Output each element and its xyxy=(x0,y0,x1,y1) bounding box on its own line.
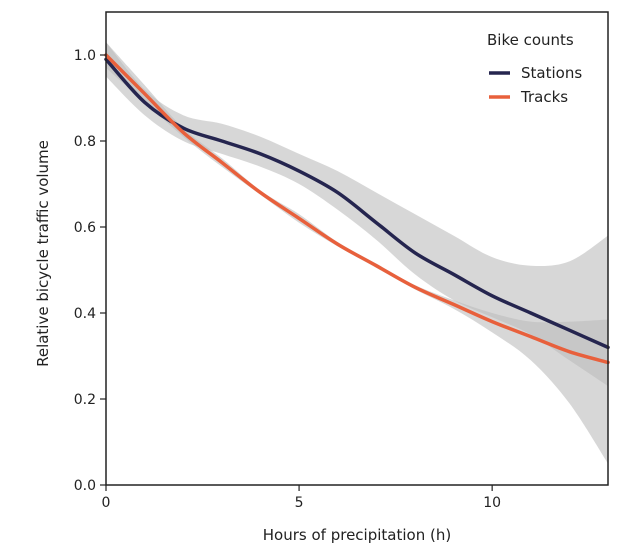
y-tick-label: 0.0 xyxy=(74,478,96,494)
x-tick-label: 0 xyxy=(102,495,111,511)
series-line-stations xyxy=(104,57,610,350)
y-tick-label: 0.2 xyxy=(74,392,96,408)
x-axis-ticks: 0 5 10 xyxy=(102,485,501,511)
y-tick-label: 0.6 xyxy=(74,220,96,236)
confidence-bands xyxy=(106,42,608,464)
y-tick-label: 0.8 xyxy=(74,134,96,150)
series-lines xyxy=(104,53,610,365)
legend-title: Bike counts xyxy=(487,31,574,49)
y-tick-label: 0.4 xyxy=(74,306,96,322)
legend-label-tracks: Tracks xyxy=(520,88,568,106)
y-tick-label: 1.0 xyxy=(74,48,96,64)
y-axis-label: Relative bicycle traffic volume xyxy=(34,140,52,367)
x-tick-label: 10 xyxy=(483,495,501,511)
x-tick-label: 5 xyxy=(295,495,304,511)
legend-label-stations: Stations xyxy=(521,64,582,82)
y-axis-ticks: 0.0 0.2 0.4 0.6 0.8 1.0 xyxy=(74,48,106,494)
legend: Bike counts Stations Tracks xyxy=(487,31,582,106)
x-axis-label: Hours of precipitation (h) xyxy=(263,526,451,544)
series-line-tracks xyxy=(104,53,610,365)
plot-frame xyxy=(105,11,609,486)
confidence-band-stations xyxy=(106,42,608,387)
